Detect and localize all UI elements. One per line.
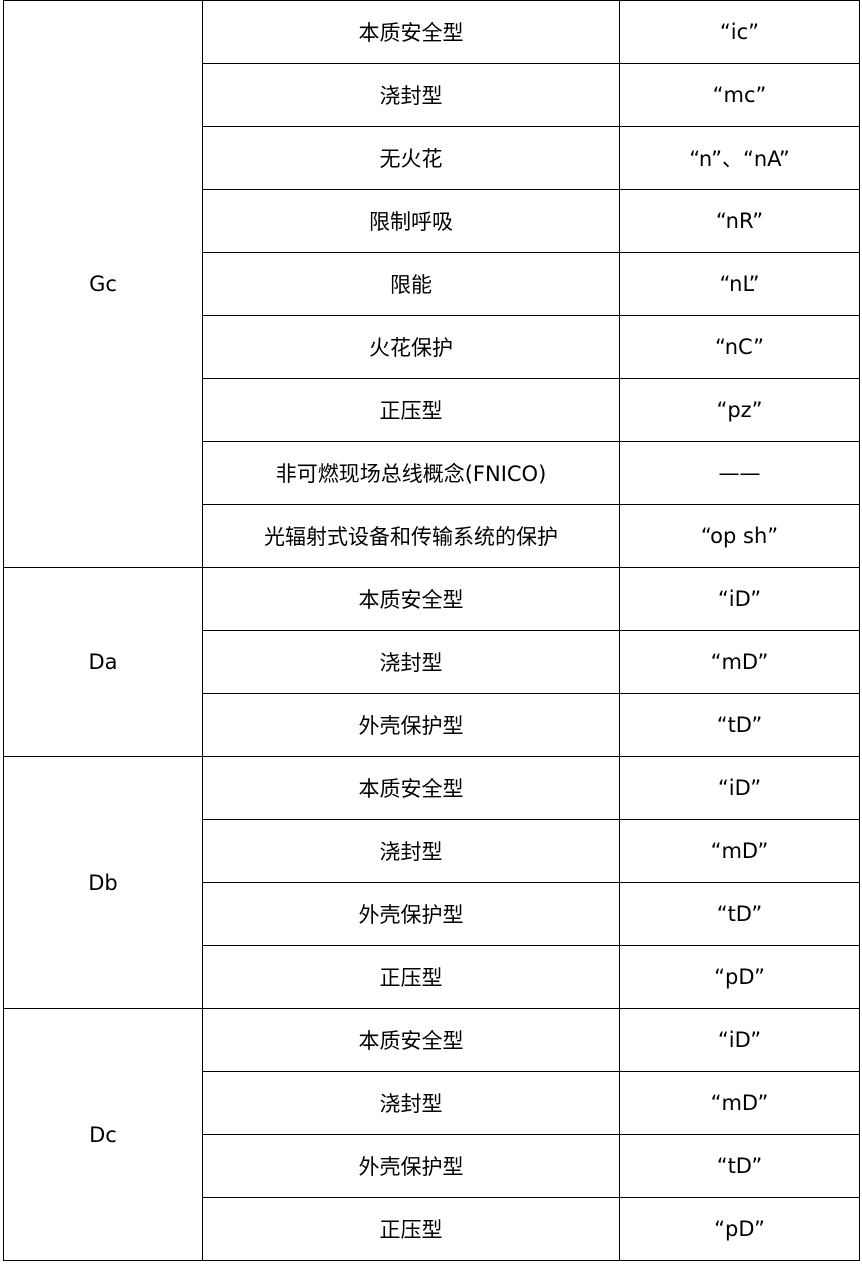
table-row: 外壳保护型 “tD” — [4, 693, 860, 757]
protection-code-cell: “mD” — [619, 1071, 860, 1135]
protection-type-cell: 浇封型 — [202, 63, 620, 127]
protection-code-cell: “tD” — [619, 693, 860, 757]
protection-code-cell: “mc” — [619, 63, 860, 127]
protection-code-cell: “nL” — [619, 252, 860, 316]
protection-type-cell: 正压型 — [202, 1197, 620, 1261]
table-row: 非可燃现场总线概念(FNICO) —— — [4, 441, 860, 505]
protection-code-cell: “mD” — [619, 630, 860, 694]
protection-type-cell: 外壳保护型 — [202, 1134, 620, 1198]
protection-code-cell: “iD” — [619, 567, 860, 631]
protection-code-cell: “nC” — [619, 315, 860, 379]
protection-type-cell: 外壳保护型 — [202, 882, 620, 946]
protection-code-cell: “n”、“nA” — [619, 126, 860, 190]
protection-code-cell: “pD” — [619, 945, 860, 1009]
table-row: 光辐射式设备和传输系统的保护 “op sh” — [4, 504, 860, 568]
protection-type-cell: 无火花 — [202, 126, 620, 190]
protection-code-cell: “tD” — [619, 882, 860, 946]
protection-code-cell: “op sh” — [619, 504, 860, 568]
protection-code-cell: “iD” — [619, 756, 860, 820]
table-row: 浇封型 “mc” — [4, 63, 860, 127]
protection-type-cell: 正压型 — [202, 945, 620, 1009]
protection-code-cell: “iD” — [619, 1008, 860, 1072]
epl-level-cell: Gc — [3, 0, 203, 568]
protection-type-cell: 光辐射式设备和传输系统的保护 — [202, 504, 620, 568]
protection-code-cell: “mD” — [619, 819, 860, 883]
table-row: 正压型 “pD” — [4, 945, 860, 1009]
protection-type-cell: 浇封型 — [202, 630, 620, 694]
table-row: 浇封型 “mD” — [4, 1071, 860, 1135]
table-row: Db 本质安全型 “iD” — [3, 756, 860, 1009]
epl-level-cell: Da — [3, 567, 203, 757]
protection-type-cell: 外壳保护型 — [202, 693, 620, 757]
epl-level-cell: Db — [3, 756, 203, 1009]
table-row: 火花保护 “nC” — [4, 315, 860, 379]
protection-type-cell: 正压型 — [202, 378, 620, 442]
protection-type-cell: 限能 — [202, 252, 620, 316]
table-row: 外壳保护型 “tD” — [4, 882, 860, 946]
table-row: 浇封型 “mD” — [4, 819, 860, 883]
protection-code-cell: “pz” — [619, 378, 860, 442]
protection-code-cell: —— — [619, 441, 860, 505]
protection-code-cell: “tD” — [619, 1134, 860, 1198]
protection-type-cell: 非可燃现场总线概念(FNICO) — [202, 441, 620, 505]
table-row: Da 本质安全型 “iD” — [3, 567, 860, 757]
protection-code-cell: “pD” — [619, 1197, 860, 1261]
epl-level-cell: Dc — [3, 1008, 203, 1261]
protection-type-cell: 浇封型 — [202, 819, 620, 883]
table-row: 正压型 “pz” — [4, 378, 860, 442]
protection-type-table: Gc 本质安全型 “ic” 浇封型 “mc” 无火花 “n”、“nA” 限制呼吸 “nR” 限能 “… — [3, 0, 860, 1261]
protection-code-cell: “ic” — [619, 0, 860, 64]
protection-type-cell: 本质安全型 — [202, 0, 620, 64]
protection-type-cell: 本质安全型 — [202, 1008, 620, 1072]
table-body: Gc 本质安全型 “ic” 浇封型 “mc” 无火花 “n”、“nA” 限制呼吸 “nR” 限能 “… — [3, 0, 860, 1261]
table-row: 浇封型 “mD” — [4, 630, 860, 694]
protection-type-cell: 本质安全型 — [202, 756, 620, 820]
table-row: Dc 本质安全型 “iD” — [3, 1008, 860, 1261]
protection-type-cell: 火花保护 — [202, 315, 620, 379]
protection-code-cell: “nR” — [619, 189, 860, 253]
table-row: Gc 本质安全型 “ic” — [3, 0, 860, 568]
protection-type-cell: 限制呼吸 — [202, 189, 620, 253]
protection-type-cell: 浇封型 — [202, 1071, 620, 1135]
protection-type-cell: 本质安全型 — [202, 567, 620, 631]
table-row: 正压型 “pD” — [4, 1197, 860, 1261]
